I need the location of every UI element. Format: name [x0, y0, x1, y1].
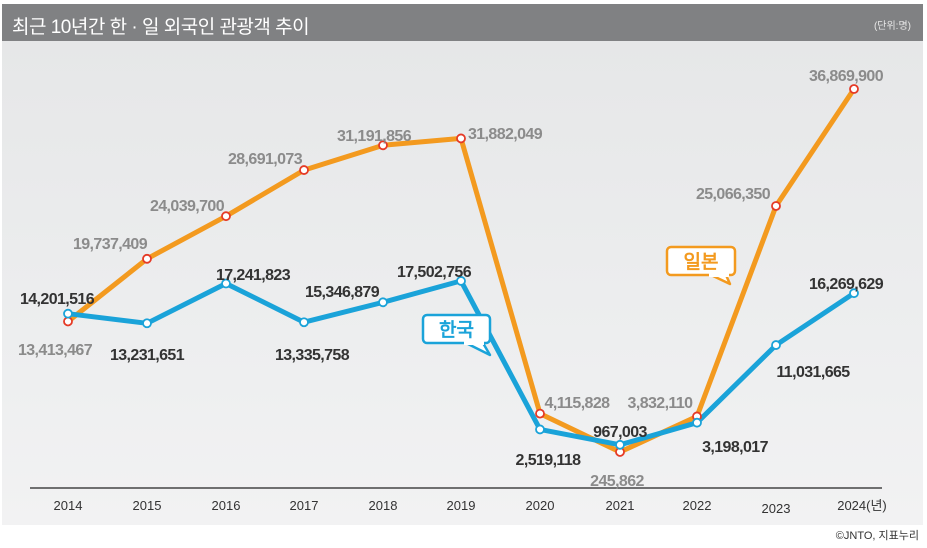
- chart-title: 최근 10년간 한 · 일 외국인 관광객 추이: [12, 17, 310, 38]
- x-tick-label: 2014: [54, 498, 83, 513]
- japan-data-label: 25,066,350: [696, 186, 771, 203]
- korea-data-point: [849, 288, 859, 299]
- korea-data-point: [221, 278, 231, 289]
- japan-data-label: 31,882,049: [468, 126, 543, 143]
- korea-data-label: 17,502,756: [397, 264, 472, 281]
- japan-data-point: [63, 316, 73, 327]
- japan-callout-tail: [710, 273, 732, 286]
- korea-data-point: [535, 424, 545, 435]
- x-tick-label: 2022: [683, 498, 712, 513]
- korea-data-point: [615, 439, 625, 450]
- japan-data-label: 4,115,828: [545, 395, 611, 412]
- japan-callout-mask: [709, 271, 729, 277]
- japan-callout-box: [665, 245, 737, 277]
- korea-callout-mask: [464, 339, 484, 345]
- korea-data-label: 2,519,118: [516, 452, 582, 469]
- korea-data-label: 13,231,651: [110, 347, 185, 364]
- x-tick-label: 2020: [526, 498, 555, 513]
- korea-callout-tail: [465, 341, 492, 357]
- source-credit: ©JNTO, 지표누리: [835, 530, 919, 542]
- korea-data-label: 15,346,879: [305, 284, 380, 301]
- korea-data-label: 3,198,017: [702, 439, 768, 456]
- x-tick-label: 2015: [133, 498, 162, 513]
- x-tick-label: 2024(년): [837, 498, 887, 513]
- korea-data-label: 17,241,823: [216, 267, 291, 284]
- japan-data-label: 245,862: [590, 473, 644, 490]
- x-tick-label: 2023: [762, 501, 791, 516]
- japan-legend-label: 일본: [684, 251, 719, 273]
- unit-label: (단위:명): [873, 21, 911, 32]
- korea-data-label: 13,335,758: [275, 347, 350, 364]
- korea-data-label: 16,269,629: [809, 276, 884, 293]
- japan-data-label: 31,191,856: [337, 128, 412, 145]
- korea-data-point: [456, 276, 466, 286]
- japan-legend-callout: 일본: [665, 245, 737, 286]
- japan-data-point: [535, 408, 545, 419]
- title-bar: 최근 10년간 한 · 일 외국인 관광객 추이 (단위:명): [2, 4, 923, 41]
- korea-legend-label: 한국: [439, 319, 474, 341]
- japan-data-point: [456, 133, 466, 144]
- japan-data-point: [221, 211, 231, 222]
- korea-data-point: [299, 317, 309, 328]
- japan-data-label: 3,832,110: [628, 395, 694, 412]
- korea-data-point: [771, 340, 781, 350]
- korea-data-point: [142, 318, 152, 329]
- japan-data-point: [849, 84, 859, 94]
- x-tick-label: 2021: [606, 498, 635, 513]
- japan-data-label: 28,691,073: [228, 151, 303, 168]
- korea-data-point: [63, 308, 73, 319]
- japan-data-label: 13,413,467: [18, 342, 93, 359]
- japan-data-point: [142, 253, 152, 264]
- korea-data-label: 14,201,516: [20, 291, 95, 308]
- korea-data-point: [378, 297, 388, 308]
- korea-data-point: [692, 417, 702, 428]
- japan-data-label: 24,039,700: [150, 198, 225, 215]
- japan-data-label: 36,869,900: [809, 68, 884, 85]
- x-tick-label: 2017: [290, 498, 319, 513]
- x-tick-label: 2016: [212, 498, 241, 513]
- japan-data-point: [378, 140, 388, 151]
- x-tick-label: 2019: [447, 498, 476, 513]
- japan-data-label: 19,737,409: [73, 236, 148, 253]
- japan-data-point: [771, 201, 781, 211]
- korea-callout-box: [421, 313, 492, 345]
- japan-data-point: [299, 165, 309, 175]
- korea-data-label: 11,031,665: [776, 364, 850, 381]
- korea-legend-callout: 한국: [421, 313, 492, 357]
- korea-data-label: 967,003: [593, 424, 647, 441]
- x-tick-label: 2018: [369, 498, 398, 513]
